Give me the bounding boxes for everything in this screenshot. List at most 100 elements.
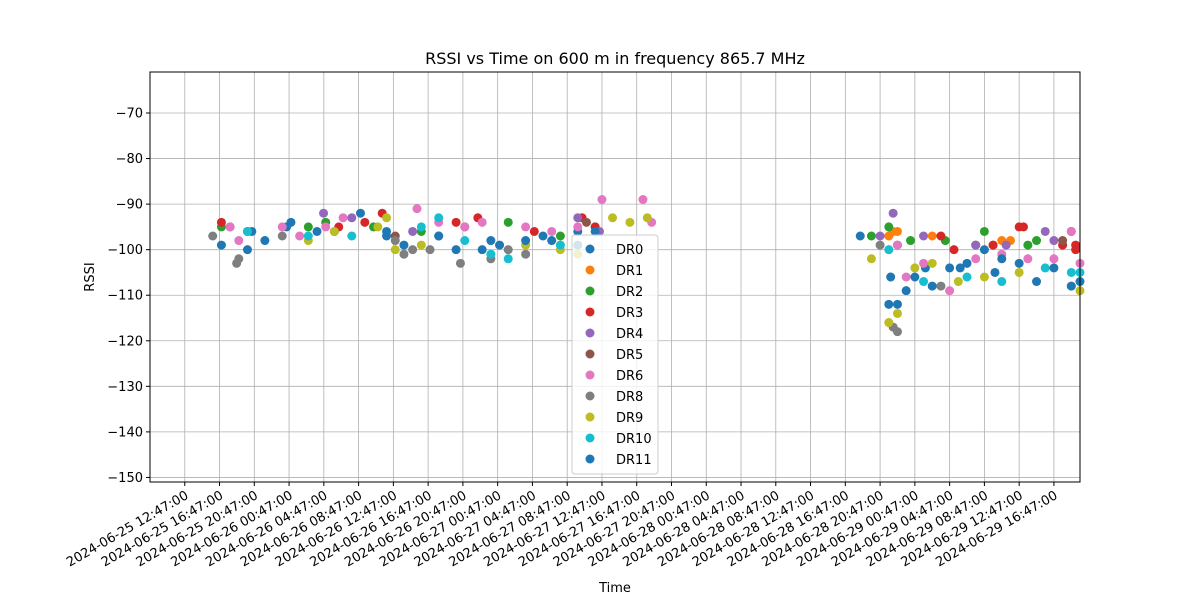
series-dr10 <box>242 213 1085 287</box>
data-point <box>399 249 409 259</box>
data-point <box>901 272 911 282</box>
y-axis-label: RSSI <box>83 262 98 291</box>
y-tick-label: −130 <box>107 380 143 395</box>
data-point <box>321 222 331 232</box>
legend-label: DR10 <box>616 432 652 447</box>
data-point <box>1066 281 1076 291</box>
data-point <box>347 231 357 241</box>
legend-label: DR11 <box>616 453 652 468</box>
data-point <box>962 258 972 268</box>
data-point <box>979 272 989 282</box>
data-point <box>477 245 487 255</box>
legend-marker <box>585 286 595 296</box>
data-point <box>1049 263 1059 273</box>
data-point <box>1032 277 1042 287</box>
data-point <box>555 240 565 250</box>
data-point <box>997 277 1007 287</box>
data-point <box>1040 226 1050 236</box>
data-point <box>425 245 435 255</box>
data-point <box>347 213 357 223</box>
y-axis: −150 −140 −130 −120 −110 −100 −90 −80 −70 <box>107 107 150 486</box>
legend-marker <box>585 391 595 401</box>
data-point <box>277 222 287 232</box>
data-point <box>399 240 409 250</box>
data-point <box>225 222 235 232</box>
legend-label: DR5 <box>616 348 643 363</box>
data-point <box>303 222 313 232</box>
data-point <box>434 213 444 223</box>
legend-label: DR4 <box>616 327 643 342</box>
data-point <box>910 272 920 282</box>
data-point <box>277 231 287 241</box>
y-tick-label: −100 <box>107 243 143 258</box>
data-point <box>416 222 426 232</box>
data-point <box>1001 240 1011 250</box>
data-point <box>416 240 426 250</box>
data-point <box>1066 226 1076 236</box>
data-point <box>979 245 989 255</box>
y-tick-label: −90 <box>116 198 143 213</box>
data-point <box>495 240 505 250</box>
data-point <box>216 217 226 227</box>
data-point <box>919 258 929 268</box>
data-point <box>971 254 981 264</box>
data-point <box>1023 240 1033 250</box>
data-point <box>892 240 902 250</box>
legend-marker <box>585 433 595 443</box>
data-point <box>242 226 252 236</box>
data-point <box>892 308 902 318</box>
data-point <box>1066 267 1076 277</box>
legend-marker <box>585 454 595 464</box>
data-point <box>460 222 470 232</box>
data-point <box>573 222 583 232</box>
data-point <box>875 231 885 241</box>
data-point <box>503 217 513 227</box>
data-point <box>555 231 565 241</box>
data-point <box>390 236 400 246</box>
data-point <box>521 222 531 232</box>
data-point <box>216 240 226 250</box>
legend-label: DR3 <box>616 306 643 321</box>
legend-label: DR9 <box>616 411 643 426</box>
y-tick-label: −110 <box>107 289 143 304</box>
data-point <box>988 240 998 250</box>
data-point <box>955 263 965 273</box>
data-point <box>971 240 981 250</box>
data-point <box>529 226 539 236</box>
data-point <box>434 231 444 241</box>
data-point <box>581 217 591 227</box>
data-point <box>486 236 496 246</box>
data-point <box>884 245 894 255</box>
data-point <box>919 231 929 241</box>
data-point <box>286 217 296 227</box>
data-point <box>927 281 937 291</box>
legend-marker <box>585 349 595 359</box>
data-point <box>910 263 920 273</box>
data-point <box>1040 263 1050 273</box>
data-point <box>547 236 557 246</box>
data-point <box>888 208 898 218</box>
data-point <box>927 231 937 241</box>
data-point <box>373 222 383 232</box>
data-point <box>412 204 422 214</box>
plot-area-frame <box>149 71 1081 483</box>
data-point <box>892 299 902 309</box>
legend: DR0 DR1 DR2 DR3 DR4 DR5 DR6 DR8 DR9 DR10 DR11 <box>571 234 659 475</box>
data-point <box>884 222 894 232</box>
data-point <box>949 245 959 255</box>
data-point <box>597 195 607 205</box>
data-point <box>1019 222 1029 232</box>
data-point <box>234 254 244 264</box>
data-point <box>866 254 876 264</box>
data-point <box>486 249 496 259</box>
chart-title: RSSI vs Time on 600 m in frequency 865.7… <box>425 49 805 68</box>
data-point <box>892 327 902 337</box>
data-point <box>936 281 946 291</box>
data-point <box>892 226 902 236</box>
data-point <box>901 286 911 296</box>
data-point <box>855 231 865 241</box>
data-point <box>295 231 305 241</box>
data-point <box>355 208 365 218</box>
data-point <box>303 231 313 241</box>
data-point <box>945 286 955 296</box>
